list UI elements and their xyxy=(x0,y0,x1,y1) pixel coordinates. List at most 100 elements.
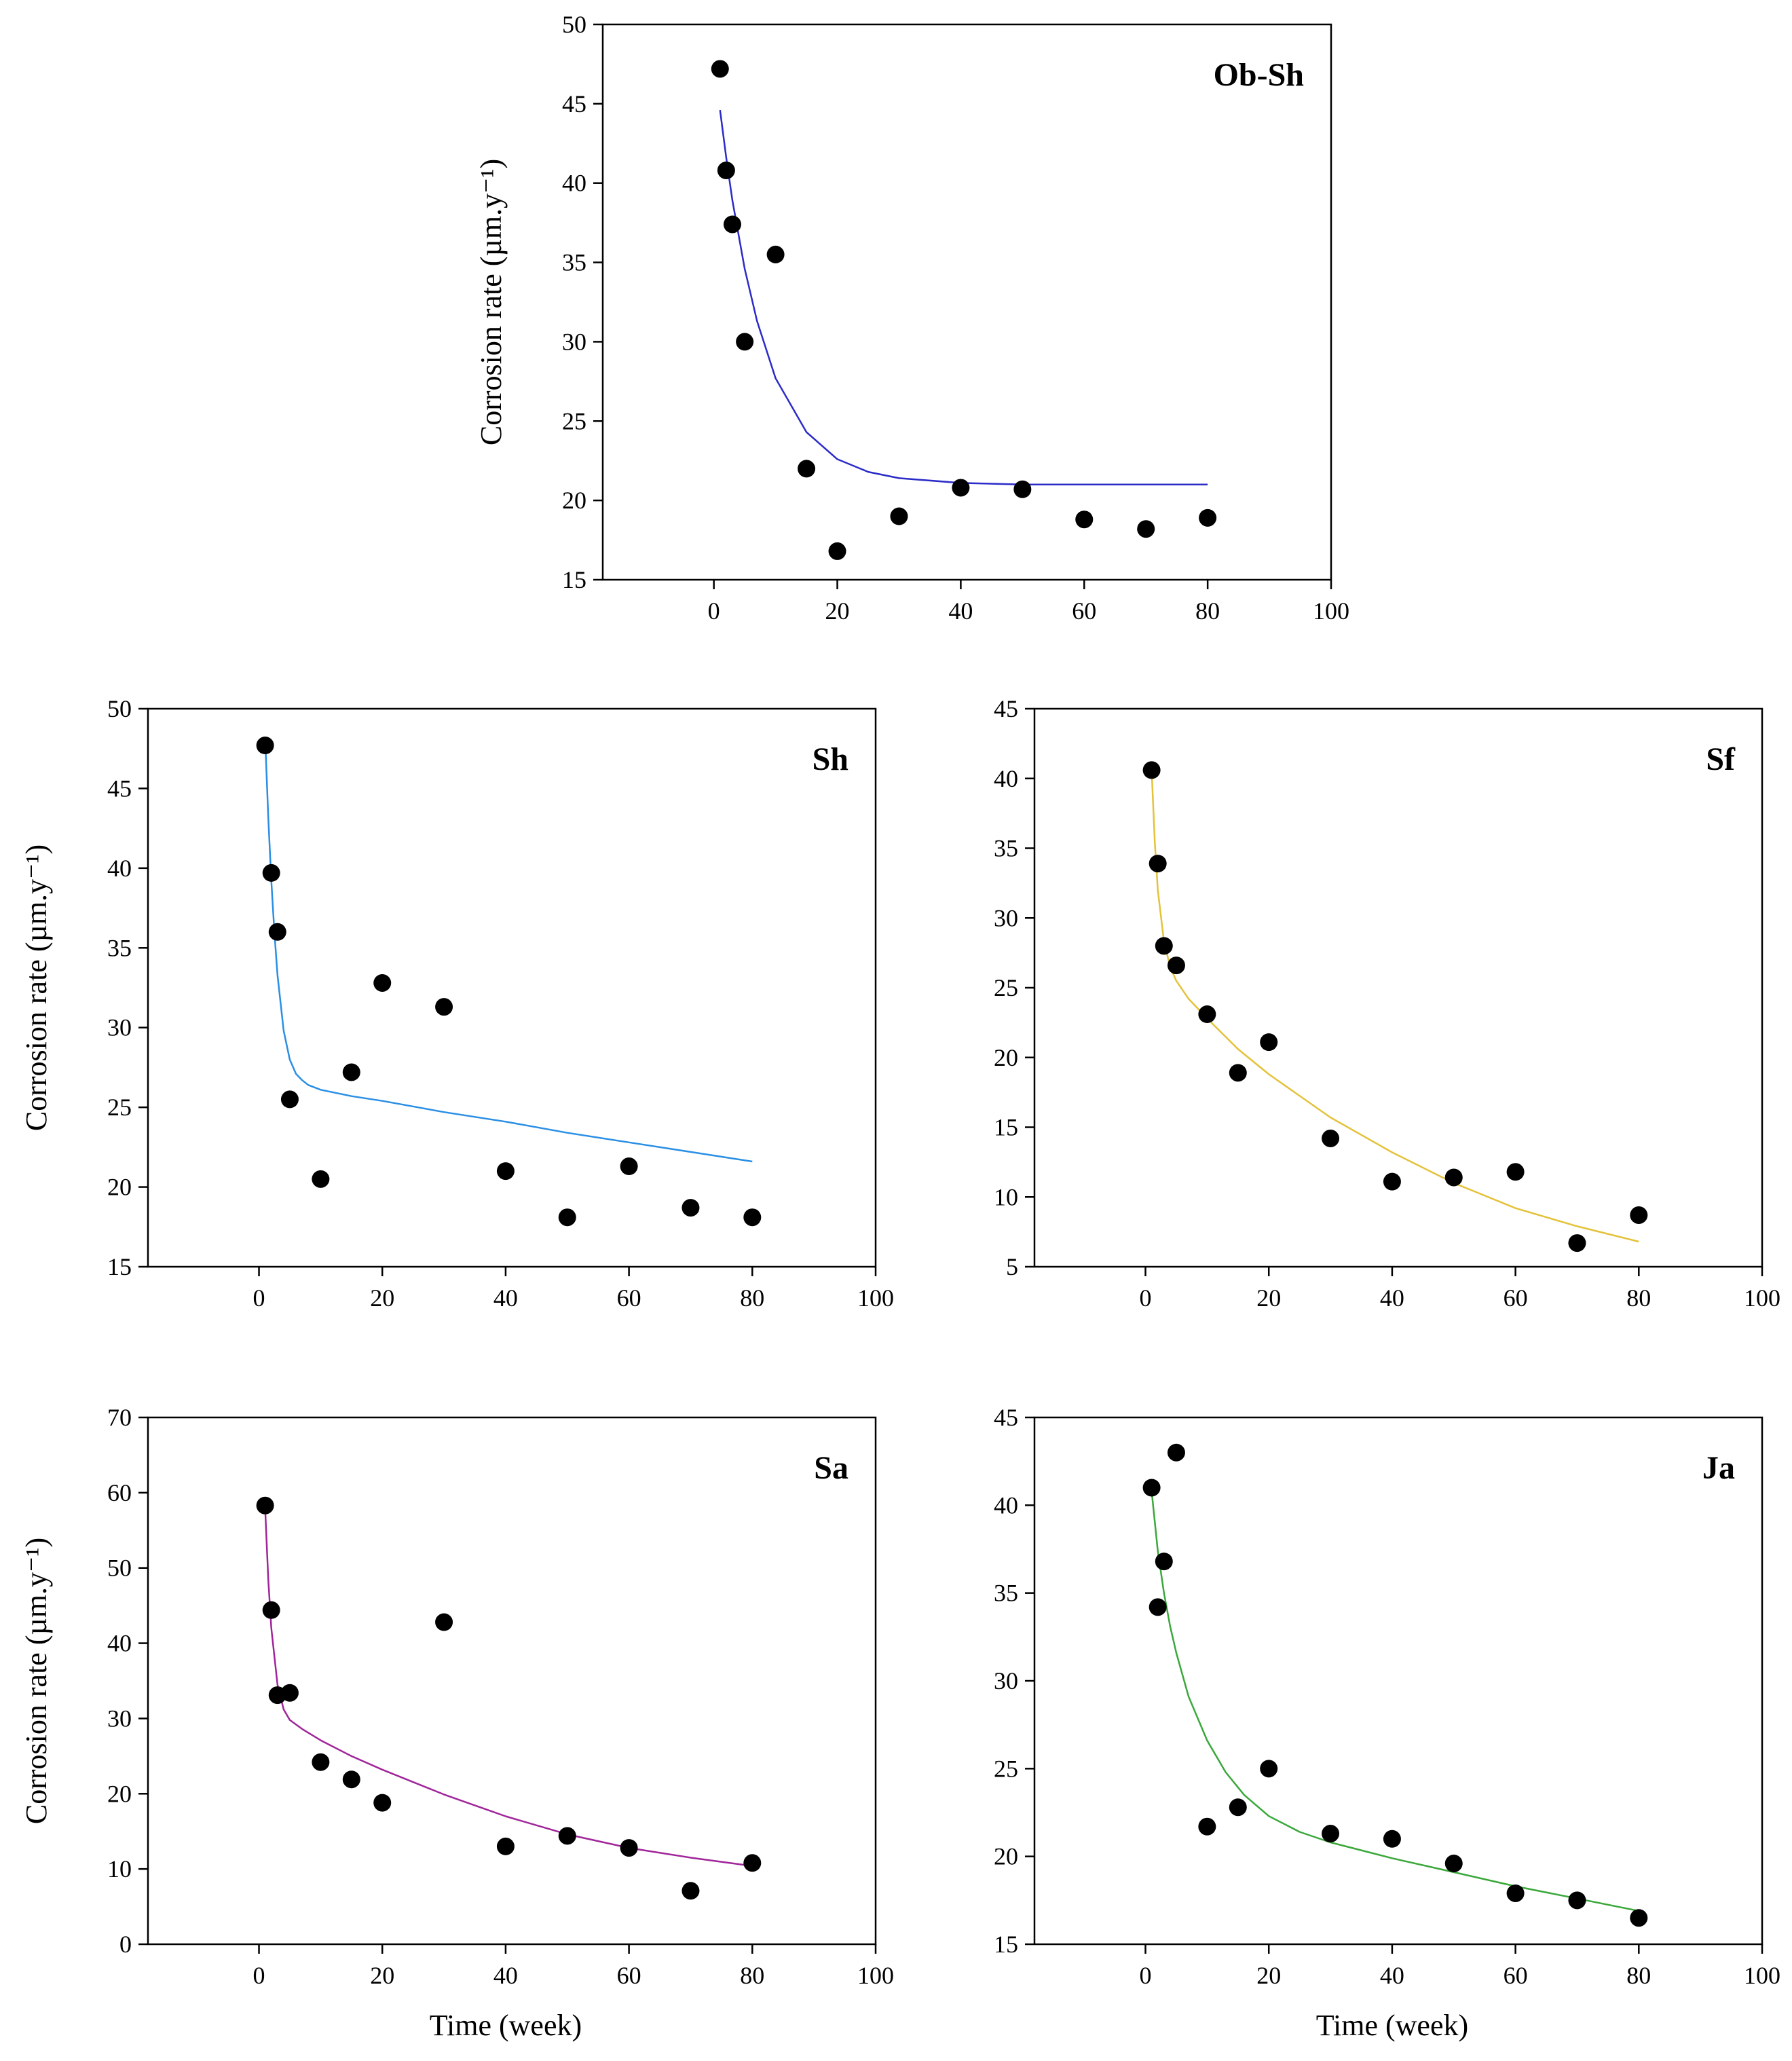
data-point xyxy=(1229,1064,1247,1082)
y-tick-label: 45 xyxy=(994,1404,1018,1431)
panel-title: Sf xyxy=(1706,741,1736,777)
y-tick-label: 20 xyxy=(107,1174,132,1201)
x-tick-label: 80 xyxy=(1195,597,1220,625)
data-point xyxy=(1383,1830,1401,1848)
x-tick-label: 40 xyxy=(1380,1284,1404,1312)
y-tick-label: 35 xyxy=(107,934,132,961)
data-point xyxy=(262,864,280,882)
data-point xyxy=(1322,1129,1340,1147)
data-point xyxy=(435,998,453,1016)
x-tick-label: 100 xyxy=(1744,1284,1780,1312)
y-axis-title: Corrosion rate (µm.y⁻¹) xyxy=(20,844,53,1131)
y-tick-label: 70 xyxy=(107,1404,132,1431)
y-tick-label: 20 xyxy=(994,1044,1018,1071)
data-point xyxy=(1167,957,1185,975)
data-point xyxy=(1155,937,1173,955)
y-tick-label: 40 xyxy=(107,855,132,882)
plot-frame xyxy=(601,23,1332,581)
panel-ja: 15 20 25 30 35 40 45 0 20 40 60 80 100 Ja Time (week) xyxy=(994,1404,1780,2042)
y-tick-label: 30 xyxy=(994,1667,1018,1694)
data-point xyxy=(1199,508,1217,527)
data-point xyxy=(620,1157,638,1176)
data-point xyxy=(1506,1163,1525,1181)
data-point xyxy=(256,1496,274,1515)
x-tick-label: 0 xyxy=(1140,1962,1152,1989)
x-tick-label: 60 xyxy=(617,1284,641,1312)
x-tick-label: 100 xyxy=(857,1284,894,1312)
y-tick-label: 15 xyxy=(562,566,586,593)
data-point xyxy=(1630,1909,1648,1927)
x-tick-label: 20 xyxy=(1256,1284,1281,1312)
data-point xyxy=(280,1090,299,1109)
y-tick-label: 15 xyxy=(994,1114,1018,1141)
x-tick-label: 0 xyxy=(1140,1284,1152,1312)
y-tick-label: 40 xyxy=(562,170,586,197)
data-point xyxy=(620,1839,638,1857)
y-tick-label: 50 xyxy=(107,1555,132,1582)
data-point xyxy=(342,1770,360,1789)
y-tick-label: 60 xyxy=(107,1479,132,1506)
x-tick-label: 40 xyxy=(493,1284,518,1312)
data-point xyxy=(1506,1884,1525,1902)
y-tick-label: 35 xyxy=(994,835,1018,862)
y-tick-label: 30 xyxy=(107,1705,132,1732)
y-tick-label: 5 xyxy=(1006,1253,1018,1280)
data-point xyxy=(1142,1479,1161,1497)
x-tick-label: 0 xyxy=(253,1962,265,1989)
data-point xyxy=(890,507,908,525)
data-point xyxy=(342,1063,360,1081)
data-point xyxy=(1444,1168,1463,1187)
data-point xyxy=(682,1882,700,1900)
plot-frame xyxy=(147,707,877,1268)
y-tick-label: 30 xyxy=(107,1014,132,1041)
y-tick-label: 45 xyxy=(107,775,132,802)
x-tick-label: 0 xyxy=(253,1284,265,1312)
data-point xyxy=(766,245,785,263)
fit-curve xyxy=(1151,1491,1639,1912)
panel-title: Sh xyxy=(813,741,848,777)
y-tick-label: 25 xyxy=(562,407,586,434)
data-point xyxy=(256,737,274,755)
data-point xyxy=(1568,1891,1586,1910)
x-tick-label: 40 xyxy=(493,1962,518,1989)
data-point xyxy=(1444,1855,1463,1873)
x-tick-label: 60 xyxy=(1072,597,1096,625)
y-tick-label: 35 xyxy=(562,249,586,276)
x-tick-label: 40 xyxy=(948,597,973,625)
y-tick-label: 40 xyxy=(994,1491,1018,1519)
y-tick-label: 10 xyxy=(107,1855,132,1882)
data-point xyxy=(558,1827,576,1845)
data-point xyxy=(828,542,846,560)
data-point xyxy=(496,1837,515,1855)
x-tick-label: 20 xyxy=(1256,1962,1281,1989)
data-point xyxy=(1075,510,1094,529)
y-axis-title: Corrosion rate (µm.y⁻¹) xyxy=(474,159,508,445)
data-point xyxy=(496,1162,515,1181)
x-tick-label: 60 xyxy=(1504,1284,1528,1312)
data-point xyxy=(280,1684,299,1702)
x-tick-label: 100 xyxy=(1744,1962,1780,1989)
data-point xyxy=(1149,1598,1167,1616)
data-point xyxy=(1229,1798,1247,1817)
data-point xyxy=(1013,480,1032,498)
x-tick-label: 80 xyxy=(740,1962,764,1989)
data-point xyxy=(1142,761,1161,779)
x-tick-label: 0 xyxy=(708,597,720,625)
data-point xyxy=(1630,1206,1648,1224)
y-tick-label: 40 xyxy=(994,765,1018,792)
data-point xyxy=(1322,1825,1340,1843)
panel-sh: 15 20 25 30 35 40 45 50 0 20 40 60 80 100 Sh Corrosion … xyxy=(20,695,894,1312)
x-tick-label: 60 xyxy=(617,1962,641,1989)
data-point xyxy=(1198,1817,1216,1836)
plot-frame xyxy=(147,1416,877,1946)
y-tick-label: 20 xyxy=(994,1843,1018,1870)
panel-title: Ob-Sh xyxy=(1214,57,1304,93)
data-point xyxy=(1198,1005,1216,1024)
data-point xyxy=(736,333,754,351)
y-tick-label: 40 xyxy=(107,1630,132,1657)
y-axis-title: Corrosion rate (µm.y⁻¹) xyxy=(20,1538,53,1824)
x-axis-title: Time (week) xyxy=(430,2009,582,2042)
x-tick-label: 80 xyxy=(1626,1284,1651,1312)
